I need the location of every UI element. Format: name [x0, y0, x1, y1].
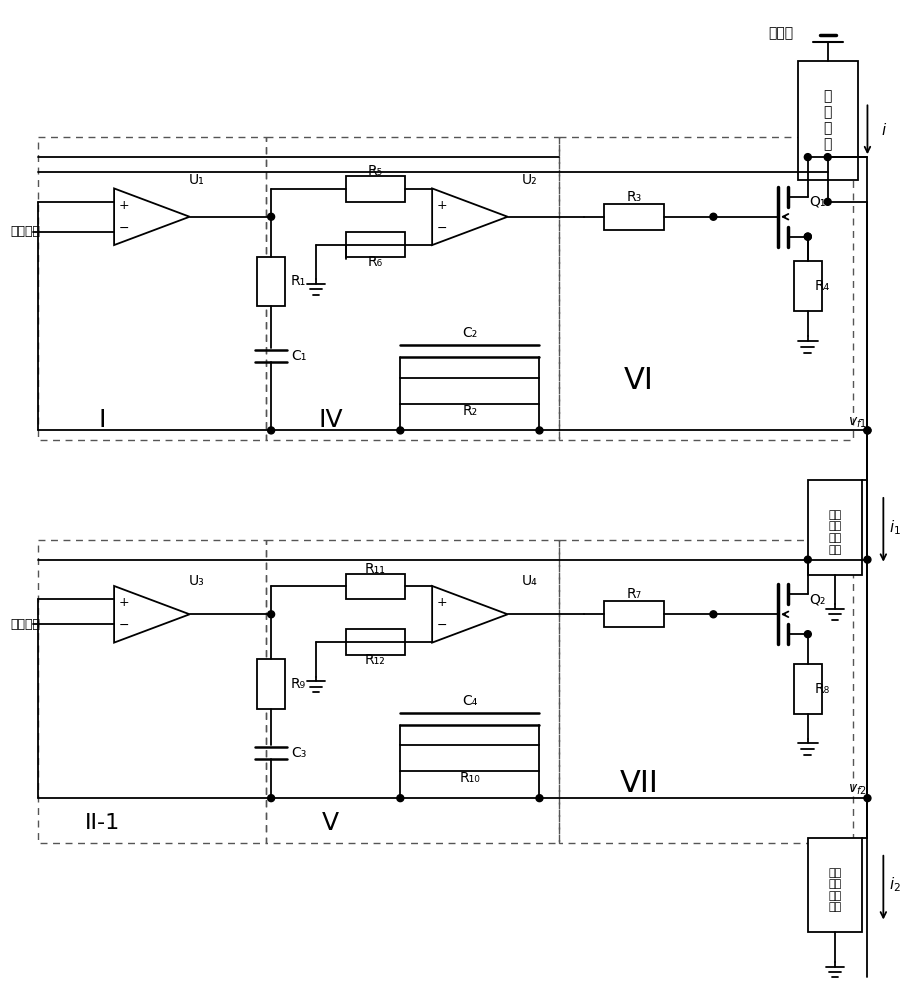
Circle shape [268, 213, 275, 220]
Text: $i$: $i$ [882, 122, 888, 138]
Text: U₁: U₁ [189, 173, 204, 187]
Circle shape [268, 795, 275, 802]
Circle shape [864, 427, 871, 434]
Text: Q₂: Q₂ [810, 592, 826, 606]
Circle shape [864, 556, 871, 563]
Circle shape [536, 427, 543, 434]
Text: R₁₀: R₁₀ [460, 771, 481, 785]
Text: R₁: R₁ [291, 274, 307, 288]
Text: −: − [437, 619, 447, 632]
Text: I: I [99, 408, 106, 432]
Text: R₆: R₆ [368, 255, 383, 269]
Text: II-1: II-1 [84, 813, 120, 833]
Bar [560, 137, 853, 440]
Text: R₄: R₄ [815, 279, 830, 293]
Circle shape [397, 427, 404, 434]
Bar [346, 176, 405, 202]
Bar [266, 540, 560, 843]
Bar [560, 540, 853, 843]
Bar [37, 137, 266, 440]
Text: +: + [119, 596, 130, 609]
Circle shape [805, 154, 811, 161]
Circle shape [268, 427, 275, 434]
Circle shape [824, 154, 831, 161]
Text: 电压源: 电压源 [768, 26, 794, 40]
Bar [400, 745, 540, 771]
Circle shape [864, 795, 871, 802]
Bar [346, 574, 405, 599]
Text: C₄: C₄ [463, 694, 478, 708]
Circle shape [268, 611, 275, 618]
Circle shape [805, 233, 811, 240]
Text: R₈: R₈ [815, 682, 830, 696]
Circle shape [805, 556, 811, 563]
Circle shape [710, 611, 717, 618]
Text: +: + [437, 199, 447, 212]
Text: $v_{f1}$: $v_{f1}$ [848, 415, 867, 430]
Text: C₃: C₃ [291, 746, 307, 760]
Text: V: V [322, 811, 339, 835]
Bar [346, 232, 405, 257]
Circle shape [824, 198, 831, 205]
Text: −: − [437, 222, 447, 235]
Text: U₃: U₃ [189, 574, 204, 588]
Bar [808, 838, 863, 932]
Text: R₇: R₇ [626, 587, 641, 601]
Circle shape [805, 233, 811, 240]
Circle shape [536, 795, 543, 802]
Circle shape [805, 631, 811, 638]
Text: R₃: R₃ [626, 190, 641, 204]
Bar [808, 480, 863, 575]
Circle shape [864, 427, 871, 434]
Text: $i_1$: $i_1$ [889, 518, 902, 537]
Bar [266, 137, 560, 440]
Text: VII: VII [619, 769, 658, 798]
Bar [604, 204, 664, 230]
Text: 第一
电流
检测
单元: 第一 电流 检测 单元 [828, 510, 842, 555]
Circle shape [710, 213, 717, 220]
Text: C₂: C₂ [463, 326, 477, 340]
Text: 比较电流: 比较电流 [11, 618, 41, 631]
Text: R₁₂: R₁₂ [366, 653, 385, 667]
Text: U₄: U₄ [522, 574, 538, 588]
Bar [604, 601, 664, 627]
Text: R₂: R₂ [463, 404, 477, 418]
Text: 工
作
模
块: 工 作 模 块 [824, 89, 832, 152]
Bar [258, 659, 285, 709]
Text: R₁₁: R₁₁ [365, 562, 385, 576]
Bar [258, 257, 285, 306]
Text: IV: IV [318, 408, 343, 432]
Bar [794, 664, 822, 714]
Bar [37, 540, 266, 843]
Bar [400, 378, 540, 404]
Text: $v_{f2}$: $v_{f2}$ [848, 783, 867, 797]
Text: C₁: C₁ [291, 349, 307, 363]
Text: 第二
电流
检测
单元: 第二 电流 检测 单元 [828, 868, 842, 912]
Text: VI: VI [624, 366, 654, 395]
Text: −: − [119, 619, 130, 632]
Text: $i_2$: $i_2$ [890, 876, 902, 894]
Text: R₉: R₉ [291, 677, 307, 691]
Circle shape [397, 795, 404, 802]
Text: +: + [437, 596, 447, 609]
Bar [346, 629, 405, 655]
Text: +: + [119, 199, 130, 212]
Text: R₅: R₅ [368, 164, 383, 178]
Text: U₂: U₂ [522, 173, 537, 187]
Text: −: − [119, 222, 130, 235]
Text: Q₁: Q₁ [810, 195, 826, 209]
Text: 设定电流: 设定电流 [11, 225, 41, 238]
Bar [798, 61, 857, 180]
Bar [794, 261, 822, 311]
